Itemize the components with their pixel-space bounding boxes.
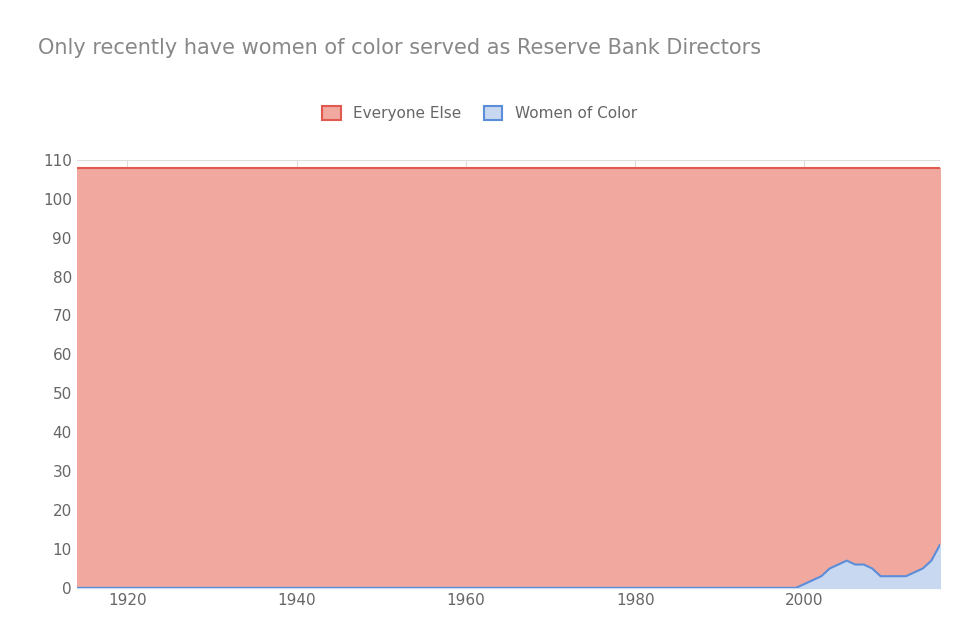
Text: Only recently have women of color served as Reserve Bank Directors: Only recently have women of color served… xyxy=(38,38,761,58)
Legend: Everyone Else, Women of Color: Everyone Else, Women of Color xyxy=(316,100,643,128)
